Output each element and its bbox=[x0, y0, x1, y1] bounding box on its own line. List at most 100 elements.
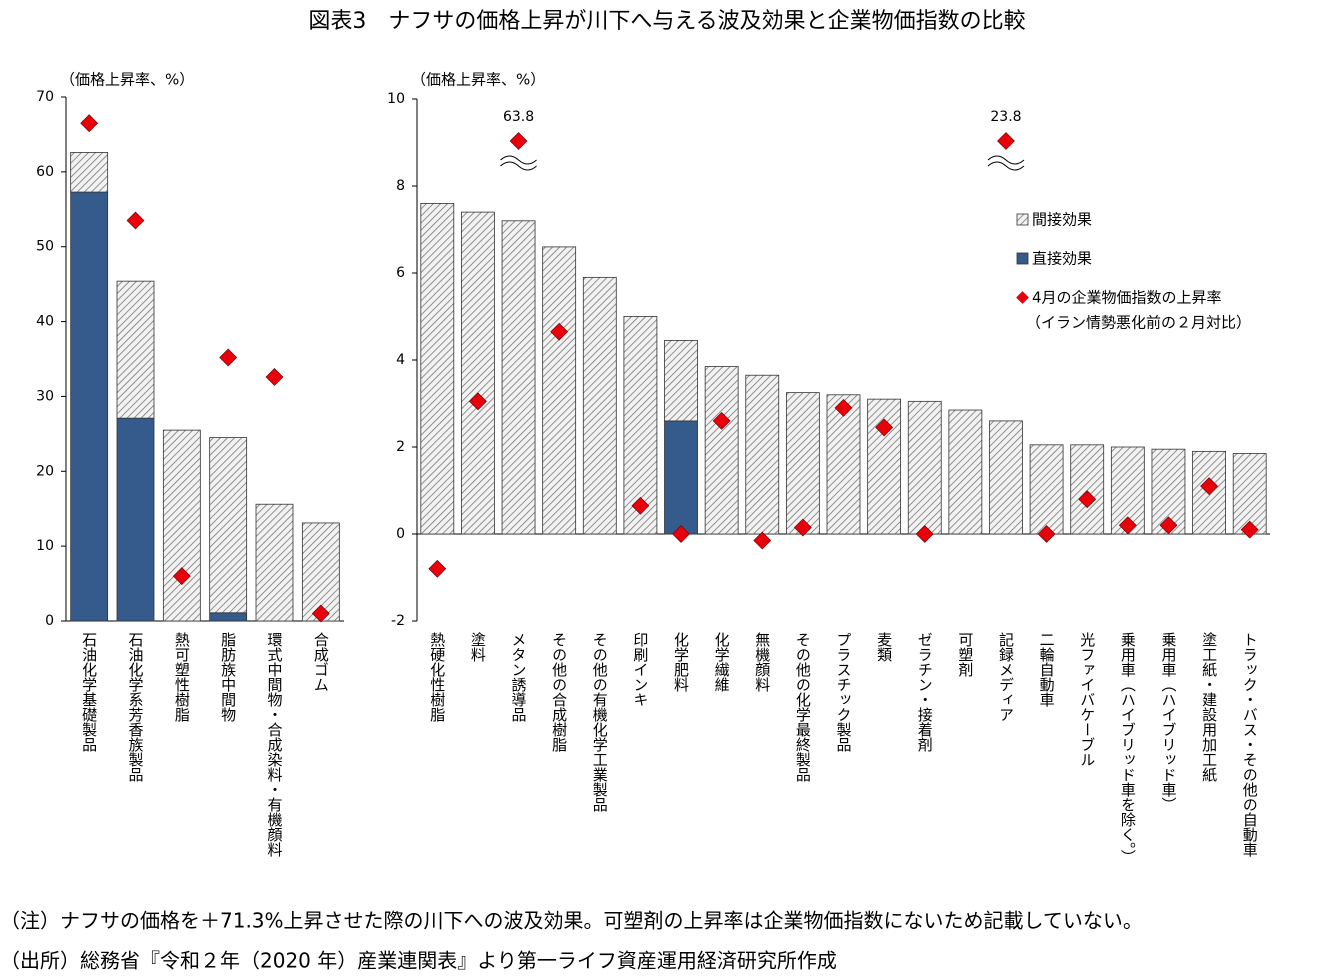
x-tick-label: 熱硬化性樹脂 bbox=[428, 632, 446, 723]
axis-break bbox=[500, 155, 537, 165]
marker bbox=[1078, 490, 1097, 509]
bar bbox=[420, 202, 455, 535]
y-tick-label: 0 bbox=[396, 526, 405, 542]
y-tick-label: 10 bbox=[36, 538, 54, 554]
x-tick-label: 乗用車（ハイブリッド車） bbox=[1159, 632, 1177, 812]
bar bbox=[116, 417, 155, 622]
marker bbox=[834, 398, 853, 417]
bar bbox=[1029, 444, 1064, 535]
marker bbox=[219, 348, 238, 367]
y-tick-label: 40 bbox=[36, 314, 54, 330]
source: （出所）総務省『令和２年（2020 年）産業連関表』より第一ライフ資産運用経済研… bbox=[0, 949, 837, 973]
value-label: 63.8 bbox=[503, 109, 534, 125]
marker bbox=[265, 368, 284, 386]
x-tick-label: その他の化学最終製品 bbox=[794, 632, 812, 782]
x-tick-label: 光ファイバケーブル bbox=[1078, 632, 1096, 767]
note: （注）ナフサの価格を＋71.3%上昇させた際の川下への波及効果。可塑剤の上昇率は… bbox=[0, 909, 1143, 933]
bar bbox=[1070, 444, 1105, 535]
bar bbox=[785, 392, 820, 535]
x-tick-label: その他の有機化学工業製品 bbox=[591, 632, 609, 812]
y-tick-label: 6 bbox=[396, 265, 405, 281]
bar bbox=[255, 503, 294, 622]
bar bbox=[948, 409, 983, 535]
bar bbox=[209, 612, 248, 622]
x-tick-label: その他の合成樹脂 bbox=[550, 632, 568, 753]
x-tick-label: 石油化学系芳香族製品 bbox=[127, 632, 145, 782]
y-axis-label: （価格上昇率、%） bbox=[60, 71, 194, 89]
value-label: 23.8 bbox=[990, 109, 1021, 125]
bar bbox=[116, 280, 155, 419]
marker bbox=[126, 211, 145, 230]
x-tick-label: 印刷インキ bbox=[631, 632, 649, 707]
marker bbox=[712, 411, 731, 430]
bar bbox=[989, 420, 1023, 535]
legend-label: 直接効果 bbox=[1032, 250, 1092, 268]
bar bbox=[209, 437, 248, 614]
bar bbox=[826, 394, 861, 535]
y-tick-label: 8 bbox=[396, 178, 405, 194]
chart-title: 図表3 ナフサの価格上昇が川下へ与える波及効果と企業物価指数の比較 bbox=[308, 9, 1025, 34]
x-tick-label: 無機顔料 bbox=[753, 632, 771, 692]
x-tick-label: メタン誘導品 bbox=[510, 632, 528, 722]
legend-label: 4月の企業物価指数の上昇率 bbox=[1032, 289, 1222, 307]
x-tick-label: 環式中間物・合成染料・有機顔料 bbox=[266, 632, 284, 857]
x-tick-label: 化学肥料 bbox=[672, 632, 690, 692]
y-tick-label: 10 bbox=[387, 91, 405, 107]
marker bbox=[1200, 477, 1218, 496]
x-tick-label: 合成ゴム bbox=[312, 632, 330, 692]
marker bbox=[469, 392, 487, 411]
y-tick-label: 60 bbox=[36, 164, 54, 180]
marker bbox=[915, 525, 934, 543]
axis-break bbox=[987, 161, 1025, 171]
x-tick-label: 塗工紙・建設用加工紙 bbox=[1200, 631, 1218, 783]
x-tick-label: 二輪自動車 bbox=[1038, 632, 1056, 707]
bar bbox=[1232, 453, 1267, 535]
bar bbox=[745, 374, 780, 535]
bar bbox=[70, 151, 109, 193]
x-tick-label: 化学繊維 bbox=[713, 632, 731, 692]
y-tick-label: 0 bbox=[45, 613, 54, 629]
marker bbox=[1118, 516, 1137, 535]
marker bbox=[672, 525, 690, 543]
bar bbox=[70, 191, 109, 622]
bar bbox=[907, 400, 942, 535]
marker bbox=[172, 567, 191, 585]
y-tick-label: 20 bbox=[36, 463, 54, 479]
y-tick-label: 4 bbox=[396, 352, 405, 368]
marker bbox=[509, 132, 528, 150]
marker bbox=[1240, 520, 1259, 539]
bar bbox=[704, 366, 739, 535]
y-axis-label: （価格上昇率、%） bbox=[411, 71, 545, 89]
bar bbox=[582, 276, 617, 535]
marker bbox=[875, 418, 894, 437]
legend-swatch bbox=[1016, 213, 1029, 226]
x-tick-label: 石油化学基礎製品 bbox=[80, 632, 98, 752]
x-tick-label: 乗用車（ハイブリッド車を除く。） bbox=[1119, 632, 1137, 865]
legend-swatch bbox=[1016, 252, 1029, 265]
y-tick-label: 30 bbox=[36, 388, 54, 404]
x-tick-label: 脂肪族中間物 bbox=[219, 632, 237, 723]
marker bbox=[80, 114, 99, 133]
bar bbox=[664, 340, 698, 422]
marker bbox=[428, 559, 447, 578]
legend-note: （イラン情勢悪化前の２月対比） bbox=[1026, 314, 1251, 332]
y-tick-label: 2 bbox=[396, 439, 405, 455]
bar bbox=[162, 429, 201, 622]
marker bbox=[793, 518, 812, 537]
bar bbox=[542, 246, 577, 535]
legend-swatch bbox=[1016, 291, 1029, 304]
axis-break bbox=[987, 155, 1025, 165]
marker bbox=[1159, 516, 1178, 535]
marker bbox=[550, 322, 569, 341]
marker bbox=[753, 531, 772, 550]
bar bbox=[664, 420, 698, 535]
x-tick-label: 麦類 bbox=[875, 632, 893, 662]
x-tick-label: トラック・バス・その他の自動車 bbox=[1241, 632, 1259, 857]
axis-break bbox=[500, 161, 537, 171]
y-tick-label: -2 bbox=[391, 613, 405, 629]
x-tick-label: ゼラチン・接着剤 bbox=[916, 632, 934, 753]
marker bbox=[1037, 525, 1056, 543]
marker bbox=[631, 496, 650, 515]
marker bbox=[997, 132, 1015, 150]
